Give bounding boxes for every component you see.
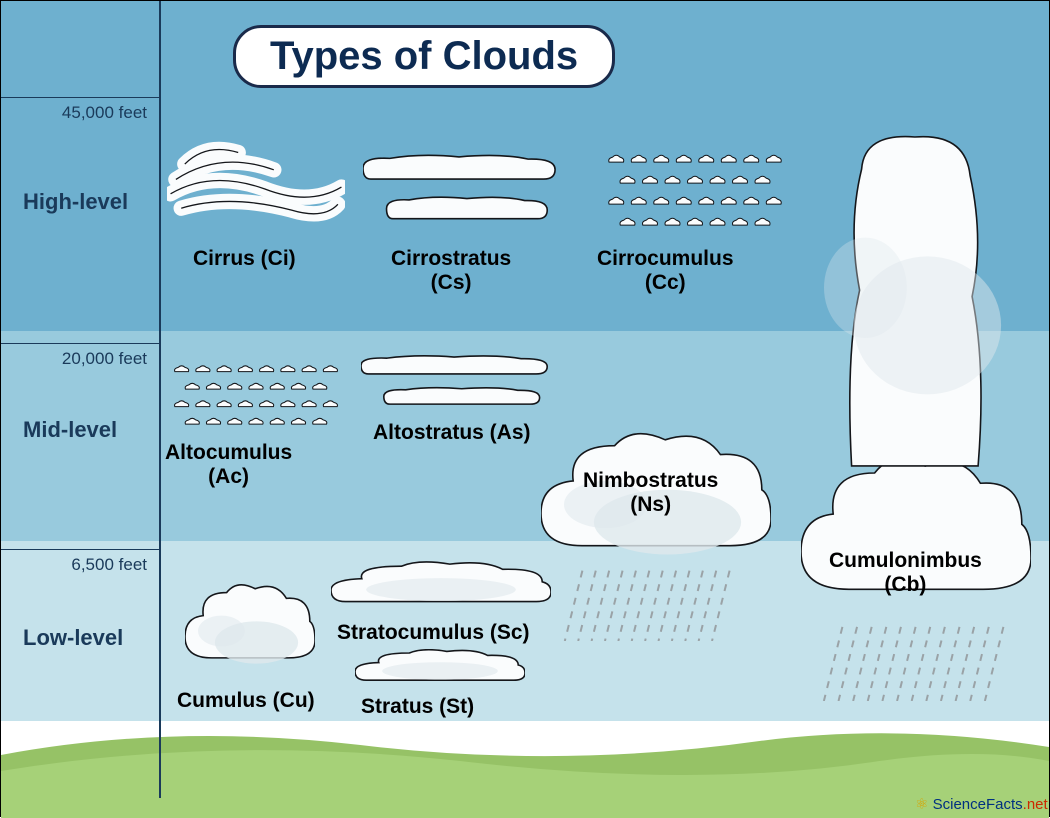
cloud-label-altostratus: Altostratus (As) [373, 421, 531, 445]
altitude-tick [1, 549, 159, 550]
cloud-cirrus [167, 141, 345, 237]
altitude-tick [1, 343, 159, 344]
cloud-label-altocumulus: Altocumulus (Ac) [165, 441, 292, 489]
cloud-label-cirrostratus: Cirrostratus (Cs) [391, 247, 511, 295]
cloud-label-stratus: Stratus (St) [361, 695, 474, 719]
cloud-label-stratocumulus: Stratocumulus (Sc) [337, 621, 530, 645]
altitude-label: 45,000 feet [23, 103, 147, 123]
cloud-nimbostratus [541, 431, 771, 641]
credit: ⚛ ScienceFacts.net [915, 795, 1048, 813]
altitude-axis [159, 1, 161, 798]
atom-icon: ⚛ [915, 796, 928, 813]
cloud-cirrostratus [363, 149, 559, 233]
altitude-label: 20,000 feet [23, 349, 147, 369]
cloud-altocumulus [171, 359, 341, 429]
cloud-stratus [355, 649, 525, 689]
cloud-cumulonimbus [801, 131, 1031, 701]
cloud-stratocumulus [331, 561, 551, 613]
altitude-tick [1, 97, 159, 98]
cloud-label-nimbostratus: Nimbostratus (Ns) [583, 469, 718, 517]
cloud-altostratus [361, 351, 551, 415]
credit-brand: ScienceFacts [933, 796, 1023, 813]
cloud-label-cumulonimbus: Cumulonimbus (Cb) [829, 549, 982, 597]
level-label: Low-level [23, 625, 123, 651]
diagram-title: Types of Clouds [233, 25, 615, 88]
diagram-canvas: 45,000 feet 20,000 feet 6,500 feet High-le… [0, 0, 1050, 817]
cloud-label-cirrus: Cirrus (Ci) [193, 247, 296, 271]
cloud-label-cumulus: Cumulus (Cu) [177, 689, 315, 713]
level-label: Mid-level [23, 417, 117, 443]
level-label: High-level [23, 189, 128, 215]
cloud-cirrocumulus [605, 147, 785, 231]
cloud-label-cirrocumulus: Cirrocumulus (Cc) [597, 247, 734, 295]
altitude-label: 6,500 feet [23, 555, 147, 575]
credit-suffix: .net [1023, 796, 1048, 813]
cloud-cumulus [185, 583, 315, 679]
